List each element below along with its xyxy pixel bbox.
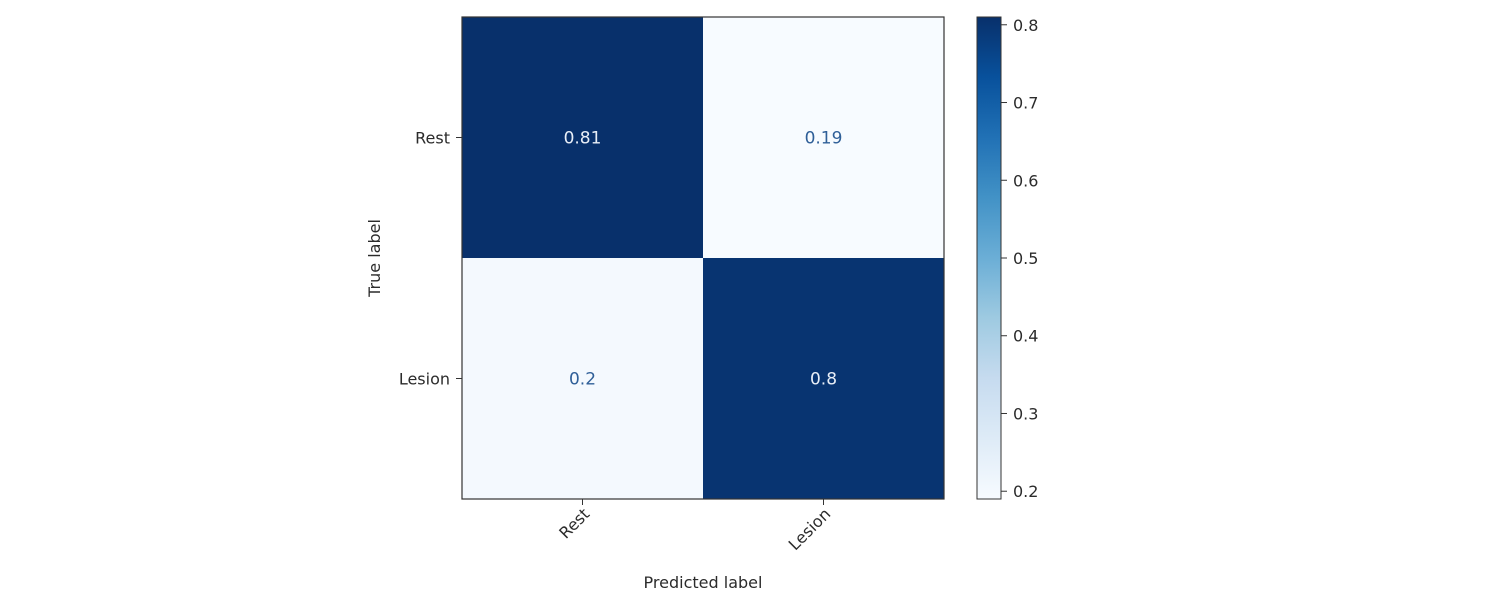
cell-value-label: 0.8 (810, 370, 837, 390)
matrix-cell-0-0 (462, 17, 703, 258)
cell-value-label: 0.81 (564, 129, 602, 149)
y-axis-title: True label (365, 219, 384, 298)
colorbar (976, 16, 1002, 500)
plot-frame (461, 16, 945, 500)
matrix-cells: 0.81 0.19 0.2 0.8 (462, 17, 944, 499)
x-axis-ticks: Rest Lesion (555, 499, 834, 554)
x-tick-label: Lesion (785, 504, 835, 554)
x-tick-label: Rest (555, 504, 593, 542)
matrix-cell-1-1 (703, 258, 944, 499)
colorbar-tick-label: 0.8 (1013, 16, 1038, 35)
matrix-cell-1-0 (462, 258, 703, 499)
y-tick-label: Rest (415, 129, 450, 148)
colorbar-tick-label: 0.2 (1013, 482, 1038, 501)
colorbar-tick-label: 0.7 (1013, 94, 1038, 113)
colorbar-tick-label: 0.5 (1013, 249, 1038, 268)
colorbar-ticks: 0.2 0.3 0.4 0.5 0.6 0.7 0.8 (1001, 16, 1038, 501)
y-tick-label: Lesion (399, 370, 450, 389)
matrix-cell-0-1 (703, 17, 944, 258)
colorbar-tick-label: 0.3 (1013, 404, 1038, 423)
cell-value-label: 0.2 (569, 370, 596, 390)
x-axis-title: Predicted label (644, 573, 763, 592)
y-axis-ticks: Rest Lesion (399, 129, 462, 389)
colorbar-tick-label: 0.4 (1013, 327, 1038, 346)
cell-value-label: 0.19 (805, 129, 843, 149)
colorbar-tick-label: 0.6 (1013, 171, 1038, 190)
